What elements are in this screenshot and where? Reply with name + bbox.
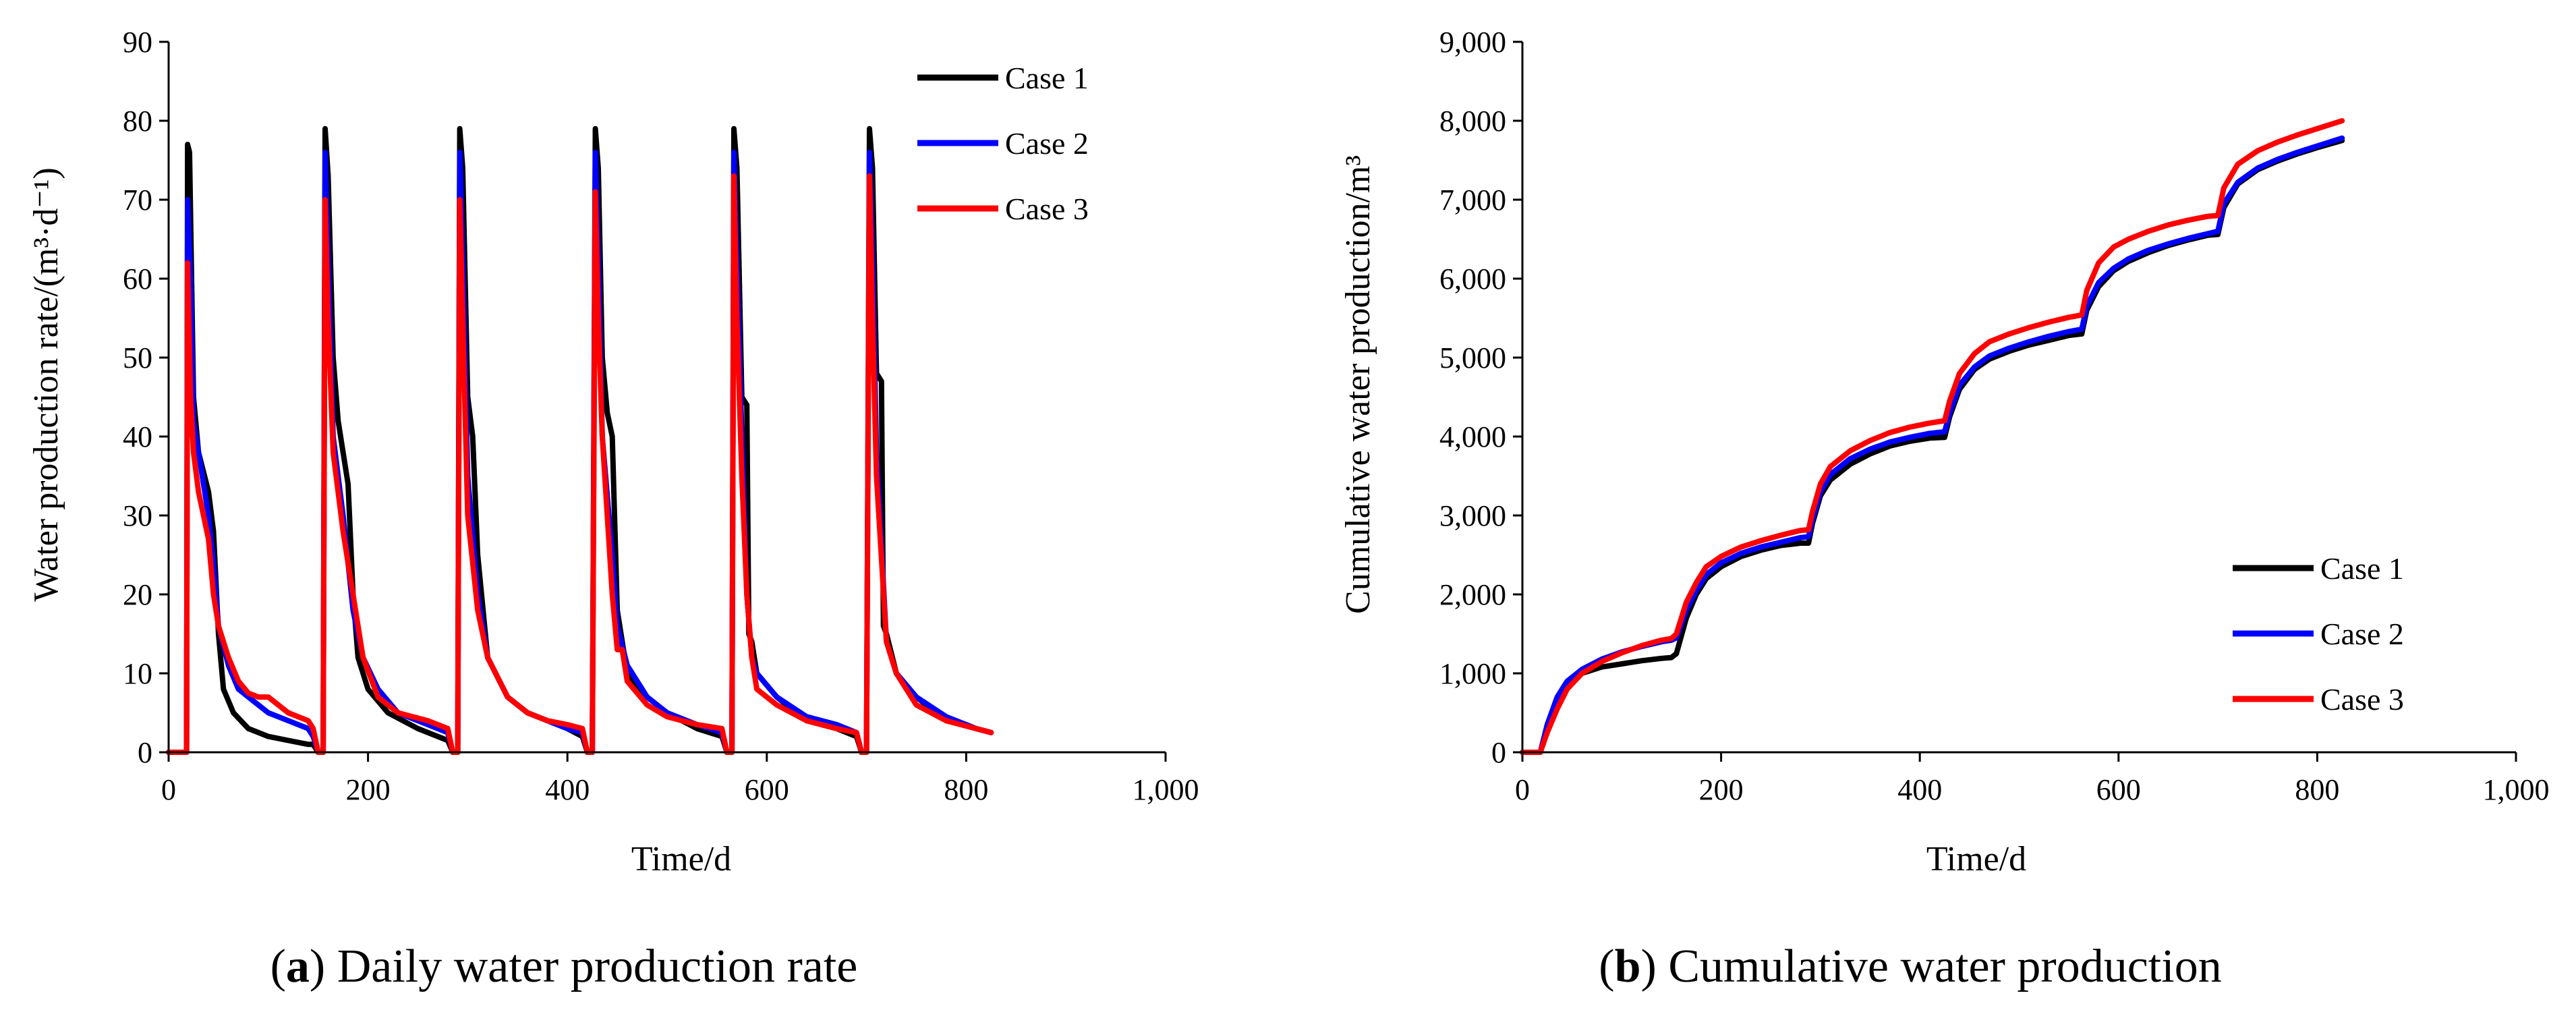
chart-b-caption: (b) Cumulative water production bbox=[1599, 941, 2221, 992]
chart-a-axes bbox=[167, 42, 1166, 754]
chart-a-x-tick-label: 800 bbox=[944, 773, 988, 806]
chart-a-y-tick-label: 10 bbox=[123, 657, 152, 690]
chart-b-y-tick-label: 2,000 bbox=[1439, 578, 1506, 611]
chart-b-ticks: 0 1,000 2,000 3,000 4,000 5,000 6,000 7,000 8,00… bbox=[1439, 26, 2550, 806]
chart-b-series-3-line bbox=[1520, 118, 2345, 755]
chart-b-x-tick-label: 800 bbox=[2295, 773, 2339, 806]
chart-a-y-tick-label: 70 bbox=[123, 184, 152, 217]
chart-b-axes bbox=[1521, 42, 2516, 754]
chart-a-y-tick-label: 80 bbox=[123, 105, 152, 138]
chart-b-y-tick-label: 3,000 bbox=[1439, 499, 1506, 532]
chart-a-caption-text: Daily water production rate bbox=[325, 941, 857, 992]
chart-a-x-tick-label: 1,000 bbox=[1133, 773, 1199, 806]
chart-b-y-tick-label: 0 bbox=[1491, 736, 1506, 769]
chart-b-y-tick-label: 6,000 bbox=[1439, 262, 1506, 296]
chart-a-y-tick-label: 40 bbox=[123, 420, 152, 453]
chart-b-caption-close: ) bbox=[1641, 941, 1657, 992]
chart-a-ticks: 0 10 20 30 40 50 60 70 80 90 0 200 400 600 800 1,000 bbox=[123, 26, 1199, 806]
chart-a-x-tick-label: 400 bbox=[545, 773, 590, 806]
chart-a-y-axis-label: Water production rate/(m³·d⁻¹) bbox=[27, 167, 65, 602]
chart-b-y-axis-label: Cumulative water production/m³ bbox=[1339, 155, 1377, 614]
chart-b-caption-letter: b bbox=[1615, 941, 1641, 992]
chart-a-caption-open: ( bbox=[270, 941, 286, 992]
chart-b-y-tick-label: 1,000 bbox=[1439, 657, 1506, 690]
chart-a-series bbox=[166, 125, 994, 755]
chart-b-y-tick-label: 9,000 bbox=[1439, 26, 1506, 59]
chart-b-legend-label-1: Case 1 bbox=[2320, 551, 2404, 586]
chart-a-y-tick-label: 20 bbox=[123, 578, 152, 611]
chart-cumulative-water: 0 1,000 2,000 3,000 4,000 5,000 6,000 7,000 8,00… bbox=[1339, 26, 2550, 992]
chart-b-y-tick-label: 7,000 bbox=[1439, 184, 1506, 217]
chart-a-legend: Case 1 Case 2 Case 3 bbox=[917, 61, 1089, 226]
chart-b-legend: Case 1 Case 2 Case 3 bbox=[2233, 551, 2404, 717]
chart-b-legend-label-3: Case 3 bbox=[2320, 682, 2404, 717]
chart-b-y-tick-label: 5,000 bbox=[1439, 341, 1506, 374]
chart-a-legend-label-2: Case 2 bbox=[1005, 126, 1089, 161]
chart-b-y-tick-label: 4,000 bbox=[1439, 420, 1506, 453]
chart-b-x-tick-label: 1,000 bbox=[2483, 773, 2550, 806]
chart-b-x-tick-label: 400 bbox=[1897, 773, 1942, 806]
chart-daily-water-rate: 0 10 20 30 40 50 60 70 80 90 0 200 400 600 800 1,000 Ti… bbox=[27, 26, 1199, 992]
chart-a-y-tick-label: 90 bbox=[123, 26, 152, 59]
chart-b-x-tick-label: 200 bbox=[1699, 773, 1744, 806]
chart-b-x-tick-label: 0 bbox=[1515, 773, 1530, 806]
chart-a-y-tick-label: 60 bbox=[123, 262, 152, 296]
chart-a-caption-letter: a bbox=[286, 941, 310, 992]
chart-a-x-axis-label: Time/d bbox=[631, 840, 731, 878]
chart-a-x-tick-label: 0 bbox=[161, 773, 176, 806]
chart-b-legend-label-2: Case 2 bbox=[2320, 617, 2404, 651]
chart-a-x-tick-label: 600 bbox=[745, 773, 789, 806]
chart-b-x-tick-label: 600 bbox=[2096, 773, 2141, 806]
chart-a-legend-label-3: Case 3 bbox=[1005, 192, 1089, 226]
chart-a-legend-label-1: Case 1 bbox=[1005, 61, 1089, 95]
chart-a-series-3-line bbox=[166, 173, 994, 755]
chart-b-caption-text: Cumulative water production bbox=[1657, 941, 2222, 992]
chart-a-y-tick-label: 50 bbox=[123, 341, 152, 374]
chart-a-y-tick-label: 30 bbox=[123, 499, 152, 532]
chart-b-series bbox=[1520, 118, 2345, 755]
chart-a-caption: (a) Daily water production rate bbox=[270, 941, 858, 992]
chart-b-x-axis-label: Time/d bbox=[1926, 840, 2026, 878]
chart-a-x-tick-label: 200 bbox=[346, 773, 391, 806]
chart-b-y-tick-label: 8,000 bbox=[1439, 105, 1506, 138]
chart-a-caption-close: ) bbox=[310, 941, 325, 992]
chart-b-caption-open: ( bbox=[1599, 941, 1614, 992]
chart-a-y-tick-label: 0 bbox=[138, 736, 152, 769]
